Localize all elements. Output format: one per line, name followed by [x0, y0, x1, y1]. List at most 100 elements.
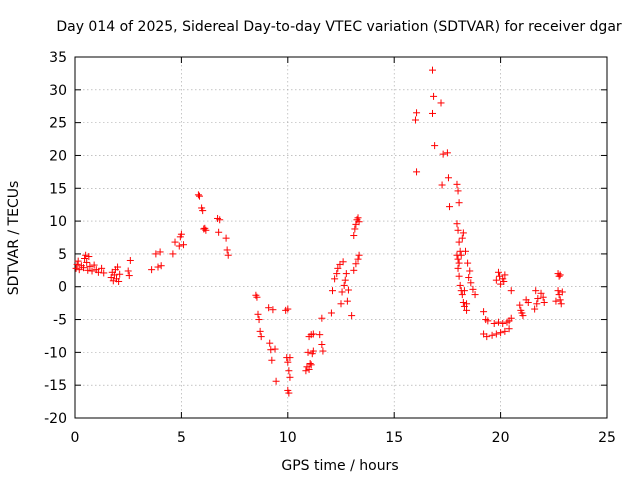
- data-point: [333, 270, 341, 278]
- data-point: [302, 367, 310, 375]
- y-axis-ticks: -20 -15 -10 -5 0 5 10 15 20 25 30 35: [44, 50, 607, 427]
- data-point: [80, 264, 88, 272]
- data-point: [271, 345, 279, 353]
- data-point: [454, 264, 462, 272]
- data-point: [309, 347, 317, 355]
- data-point: [454, 255, 462, 263]
- y-tick-label: 30: [49, 83, 67, 99]
- data-point: [454, 226, 462, 234]
- x-axis-ticks: 0 5 10 15 20 25: [71, 57, 616, 446]
- data-point: [351, 225, 359, 233]
- data-point: [255, 316, 263, 324]
- data-point: [334, 264, 342, 272]
- data-point: [459, 298, 467, 306]
- data-point: [350, 232, 358, 240]
- data-point: [342, 270, 350, 278]
- data-point: [494, 318, 502, 326]
- data-point: [268, 356, 276, 364]
- data-point: [500, 277, 508, 285]
- data-point: [84, 266, 92, 274]
- data-point: [175, 242, 183, 250]
- data-point: [537, 289, 545, 297]
- data-point: [83, 258, 91, 266]
- data-point: [533, 300, 541, 308]
- data-point: [269, 306, 277, 314]
- data-point: [524, 298, 532, 306]
- data-point: [556, 296, 564, 304]
- data-point: [348, 312, 356, 320]
- data-point: [286, 373, 294, 381]
- data-point: [199, 207, 207, 215]
- data-point: [318, 340, 326, 348]
- data-point: [413, 109, 421, 117]
- data-point: [352, 260, 360, 268]
- data-point: [455, 272, 463, 280]
- data-point: [81, 255, 89, 263]
- y-tick-label: -5: [53, 313, 67, 329]
- data-point: [180, 241, 188, 249]
- x-axis-label: GPS time / hours: [281, 458, 398, 474]
- data-point: [331, 275, 339, 283]
- data-point: [516, 301, 524, 309]
- data-point: [343, 297, 351, 305]
- data-point: [490, 319, 498, 327]
- data-point: [318, 314, 326, 322]
- data-point: [304, 348, 312, 356]
- data-point: [319, 347, 327, 355]
- data-point: [222, 234, 230, 242]
- data-point: [100, 269, 108, 277]
- data-point: [558, 288, 566, 296]
- y-tick-label: 25: [49, 116, 67, 132]
- chart-title: Day 014 of 2025, Sidereal Day-to-day VTE…: [56, 19, 622, 35]
- data-point: [152, 250, 160, 258]
- data-point: [519, 312, 527, 320]
- data-point: [257, 333, 265, 341]
- data-point: [557, 300, 565, 308]
- data-point: [86, 262, 94, 270]
- data-point: [116, 270, 124, 278]
- data-point: [285, 367, 293, 375]
- data-point: [497, 329, 505, 337]
- data-point: [254, 310, 262, 318]
- data-point: [471, 291, 479, 299]
- grid-lines: [75, 57, 607, 418]
- y-tick-label: 0: [58, 280, 67, 296]
- data-point: [115, 277, 123, 285]
- data-point: [114, 263, 122, 271]
- y-tick-label: 5: [58, 247, 67, 263]
- data-point: [507, 314, 515, 322]
- data-point: [90, 261, 98, 269]
- data-point: [480, 308, 488, 316]
- y-tick-label: 35: [49, 50, 67, 66]
- data-point: [446, 203, 454, 211]
- data-point: [540, 298, 548, 306]
- data-point: [552, 297, 560, 305]
- data-point: [156, 248, 164, 256]
- data-point: [75, 266, 83, 274]
- data-point: [195, 192, 203, 200]
- y-tick-label: -15: [44, 378, 67, 394]
- data-point: [98, 264, 106, 272]
- data-point: [494, 268, 502, 276]
- data-point: [413, 168, 421, 176]
- data-point: [265, 304, 273, 312]
- data-point: [157, 262, 165, 270]
- data-point: [456, 281, 464, 289]
- data-point: [499, 319, 507, 327]
- data-point: [154, 263, 162, 271]
- data-point: [455, 199, 463, 207]
- data-point: [272, 377, 280, 385]
- data-point: [554, 287, 562, 295]
- data-point: [341, 276, 349, 284]
- data-point: [355, 251, 363, 259]
- data-point: [337, 300, 345, 308]
- data-point: [483, 333, 491, 341]
- data-point: [256, 327, 264, 335]
- data-point: [467, 279, 475, 287]
- data-point: [532, 287, 540, 295]
- data-point: [354, 214, 362, 222]
- data-point: [429, 66, 437, 74]
- data-point: [455, 238, 463, 246]
- y-tick-label: -10: [44, 345, 67, 361]
- y-tick-label: 10: [49, 214, 67, 230]
